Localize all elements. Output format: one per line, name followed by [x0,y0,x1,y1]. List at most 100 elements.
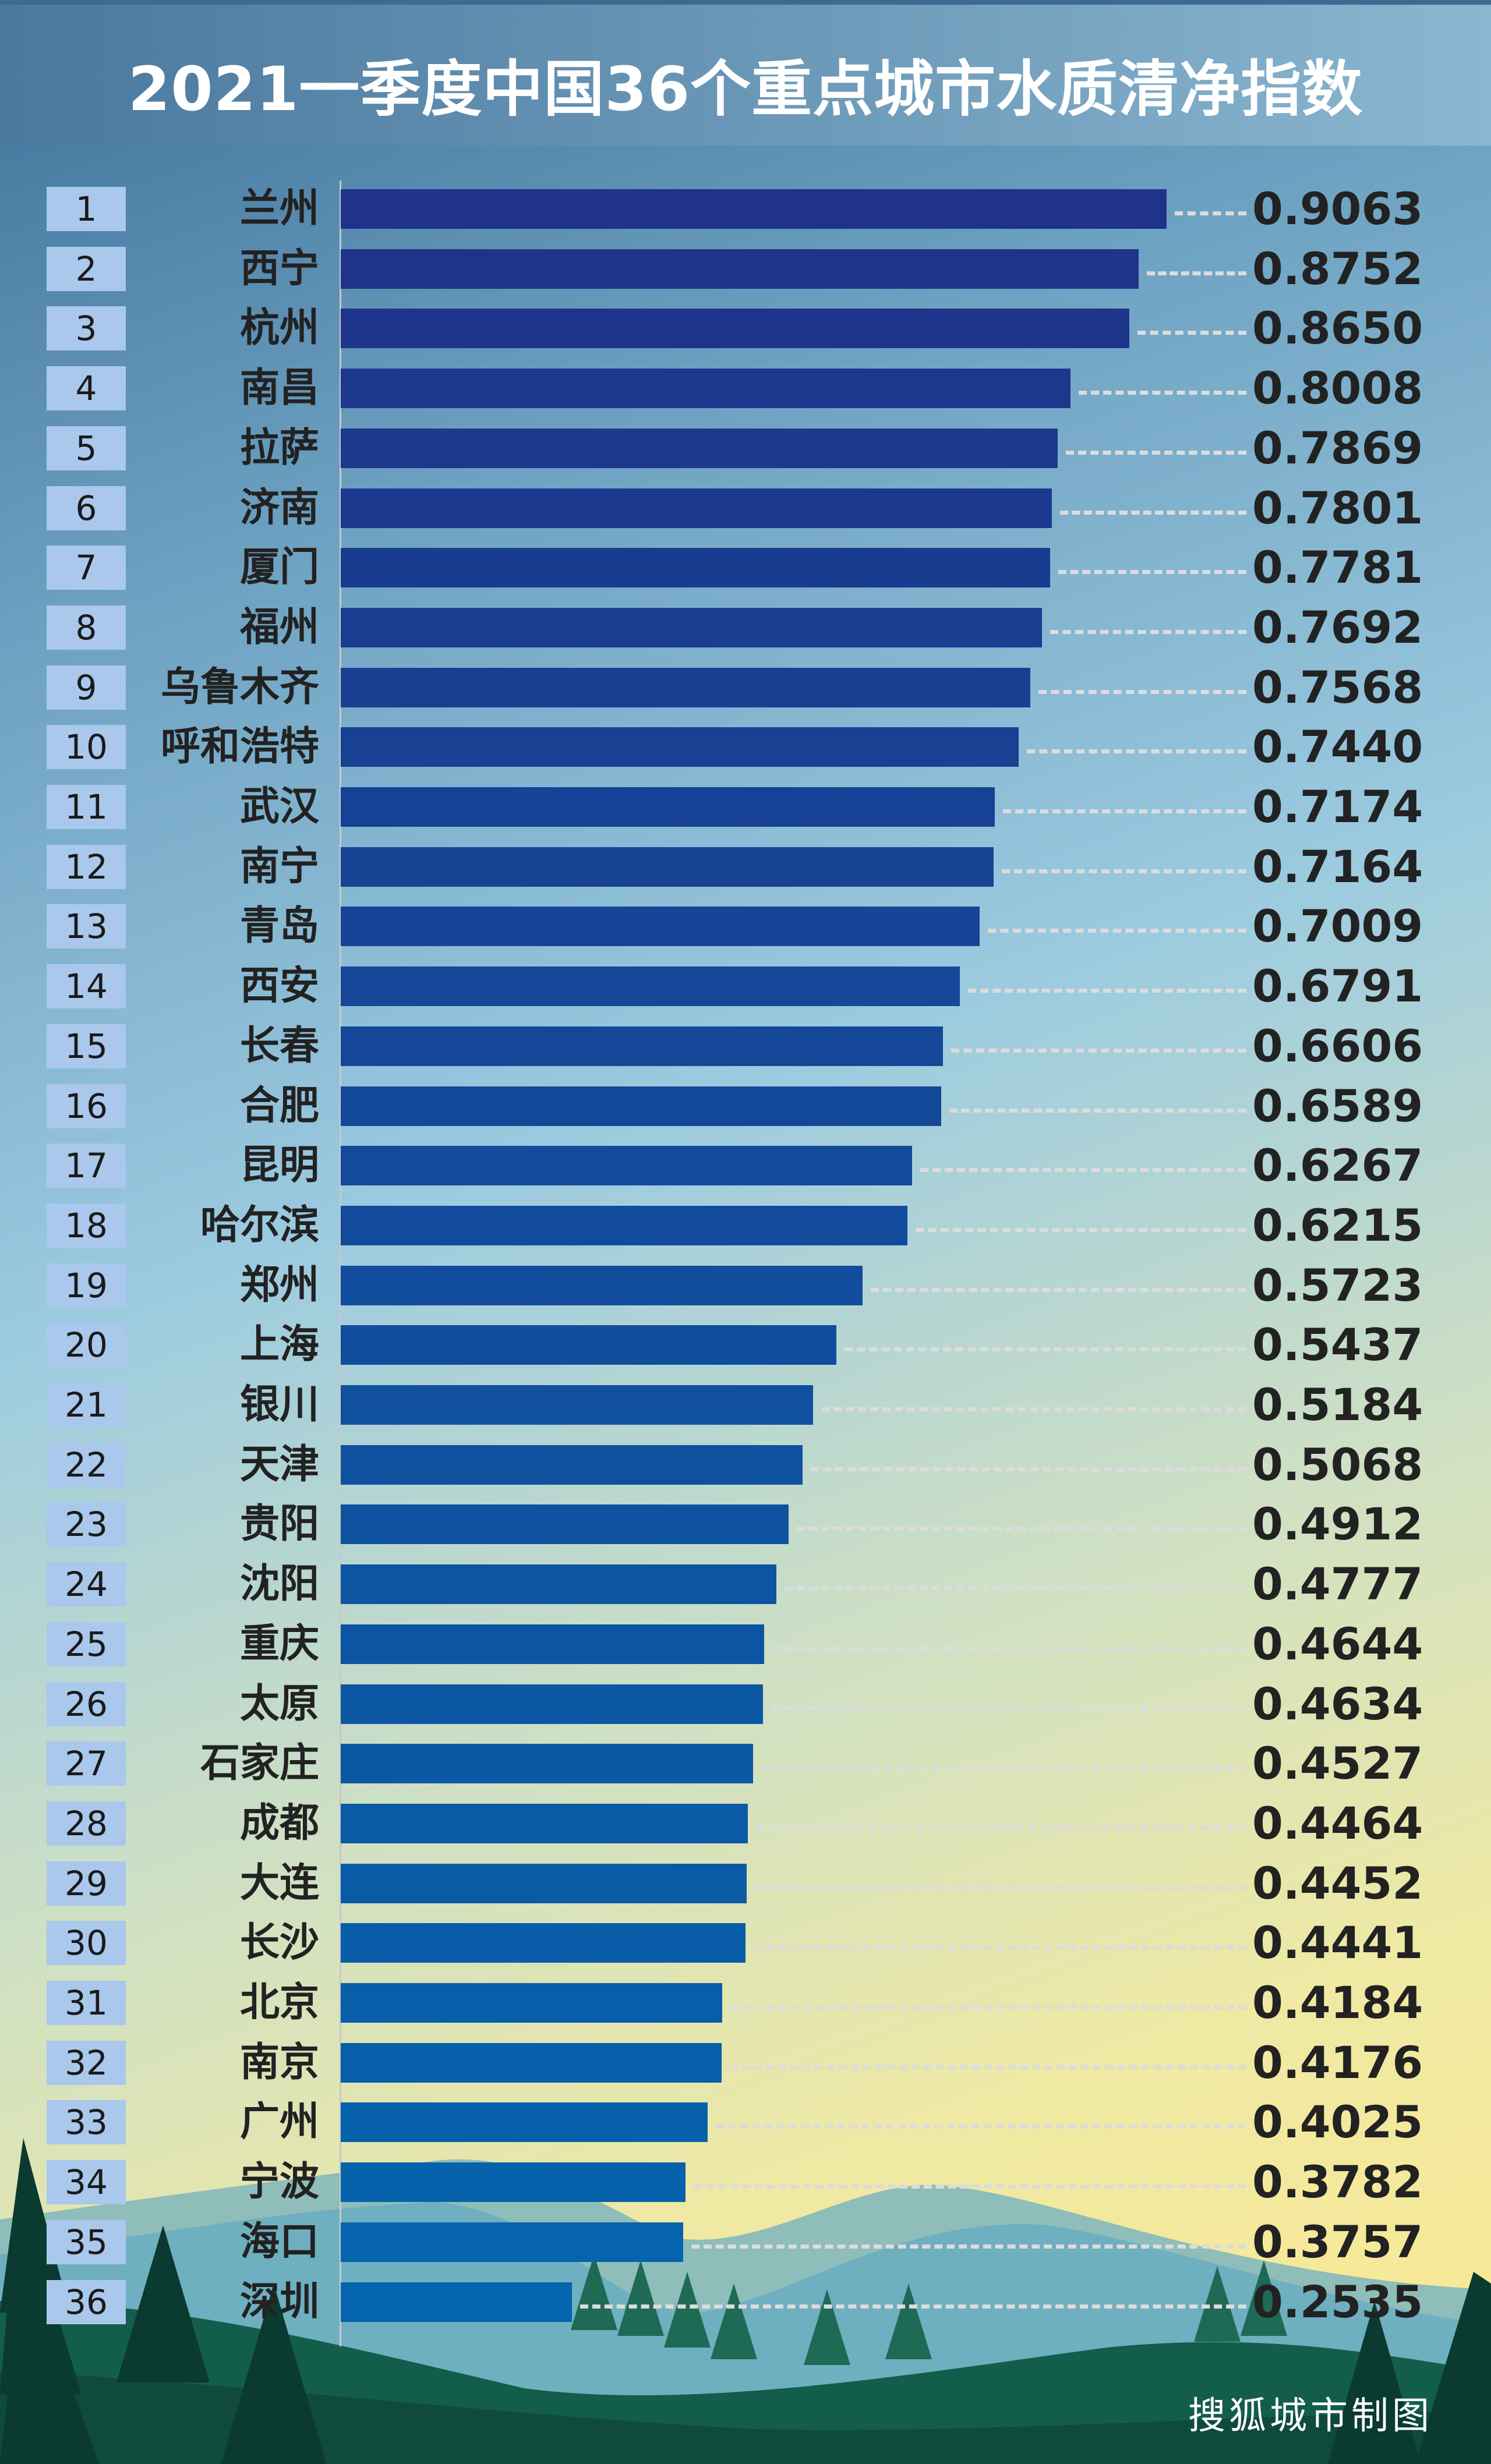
bar-18 [341,1205,907,1245]
city-label: 海口 [239,2218,319,2265]
rank-badge: 20 [47,1323,126,1368]
bar-14 [341,967,960,1007]
rank-badge: 36 [47,2279,126,2324]
city-label: 郑州 [239,1262,319,1308]
leader-dashed-line [1146,271,1246,275]
value-label: 0.4452 [1252,1857,1423,1909]
rank-badge: 28 [47,1801,126,1846]
city-label: 合肥 [239,1082,319,1129]
leader-dashed-line [951,1048,1246,1053]
chart-title: 2021一季度中国36个重点城市水质清净指数 [128,54,1363,125]
bar-26 [341,1684,764,1724]
city-label: 拉萨 [239,424,319,471]
city-label: 南昌 [239,365,319,412]
leader-dashed-line [691,2244,1246,2249]
value-label: 0.7164 [1252,840,1423,893]
city-label: 乌鲁木齐 [160,664,319,710]
bar-24 [341,1564,776,1605]
rank-badge: 12 [47,844,126,889]
value-label: 0.7781 [1252,541,1423,594]
rank-badge: 31 [47,1981,126,2025]
leader-dashed-line [1050,629,1246,634]
value-label: 0.5068 [1252,1438,1423,1491]
bar-30 [341,1923,746,1963]
value-label: 0.7692 [1252,601,1423,653]
rank-badge: 3 [47,306,126,351]
bar-20 [341,1325,836,1365]
rank-badge: 8 [47,605,126,650]
bar-22 [341,1445,803,1485]
credit-watermark: 搜狐城市制图 [1188,2395,1433,2438]
value-label: 0.4777 [1252,1558,1423,1610]
value-label: 0.4634 [1252,1677,1423,1730]
rank-badge: 14 [47,964,126,1009]
rank-badge: 25 [47,1622,126,1666]
value-label: 0.8752 [1252,242,1423,295]
value-label: 0.7869 [1252,422,1423,474]
leader-dashed-line [754,1945,1246,1950]
city-label: 太原 [239,1680,319,1727]
city-label: 宁波 [239,2159,319,2205]
rank-badge: 13 [47,904,126,949]
value-label: 0.6791 [1252,960,1423,1012]
bar-21 [341,1385,814,1425]
rank-badge: 18 [47,1203,126,1248]
value-label: 0.5723 [1252,1259,1423,1311]
rank-badge: 32 [47,2040,126,2085]
leader-dashed-line [1059,510,1246,515]
leader-dashed-line [1058,570,1246,575]
city-label: 南宁 [239,843,319,890]
bar-13 [341,907,980,947]
bar-15 [341,1026,943,1066]
bar-8 [341,607,1042,647]
title-band: 2021一季度中国36个重点城市水质清净指数 [0,0,1491,146]
city-label: 石家庄 [200,1740,319,1787]
rank-badge: 2 [47,246,126,291]
leader-dashed-line [755,1825,1246,1830]
bar-4 [341,369,1071,409]
leader-dashed-line [987,929,1246,933]
value-label: 0.7440 [1252,721,1423,773]
rank-badge: 1 [47,187,126,231]
leader-dashed-line [784,1587,1246,1591]
bar-32 [341,2042,722,2083]
city-label: 福州 [239,604,319,650]
value-label: 0.4912 [1252,1498,1423,1550]
value-label: 0.3782 [1252,2156,1423,2208]
leader-dashed-line [580,2304,1246,2309]
rank-badge: 29 [47,1861,126,1906]
leader-dashed-line [761,1766,1246,1771]
value-label: 0.5437 [1252,1319,1423,1371]
bar-28 [341,1803,748,1843]
bar-17 [341,1146,912,1186]
value-label: 0.8008 [1252,362,1423,415]
rank-badge: 15 [47,1024,126,1068]
rank-badge: 35 [47,2219,126,2264]
bar-7 [341,548,1050,588]
bar-6 [341,488,1052,528]
rank-badge: 11 [47,785,126,829]
bar-9 [341,667,1031,707]
value-label: 0.9063 [1252,183,1423,235]
city-label: 西宁 [239,245,319,292]
leader-dashed-line [1079,391,1246,395]
leader-dashed-line [1175,211,1246,215]
y-axis-line [340,180,341,2346]
leader-dashed-line [730,2005,1246,2009]
leader-dashed-line [771,1706,1246,1711]
city-label: 昆明 [239,1142,319,1189]
city-label: 广州 [239,2099,319,2146]
bar-12 [341,847,994,887]
city-label: 大连 [239,1860,319,1906]
leader-dashed-line [754,1885,1246,1890]
bar-11 [341,787,995,827]
value-label: 0.4184 [1252,1977,1423,2028]
bar-23 [341,1504,789,1545]
leader-dashed-line [1137,331,1246,335]
leader-dashed-line [949,1108,1246,1113]
rank-badge: 19 [47,1263,126,1308]
city-label: 长春 [239,1022,319,1069]
city-label: 重庆 [239,1620,319,1667]
rank-badge: 33 [47,2100,126,2145]
